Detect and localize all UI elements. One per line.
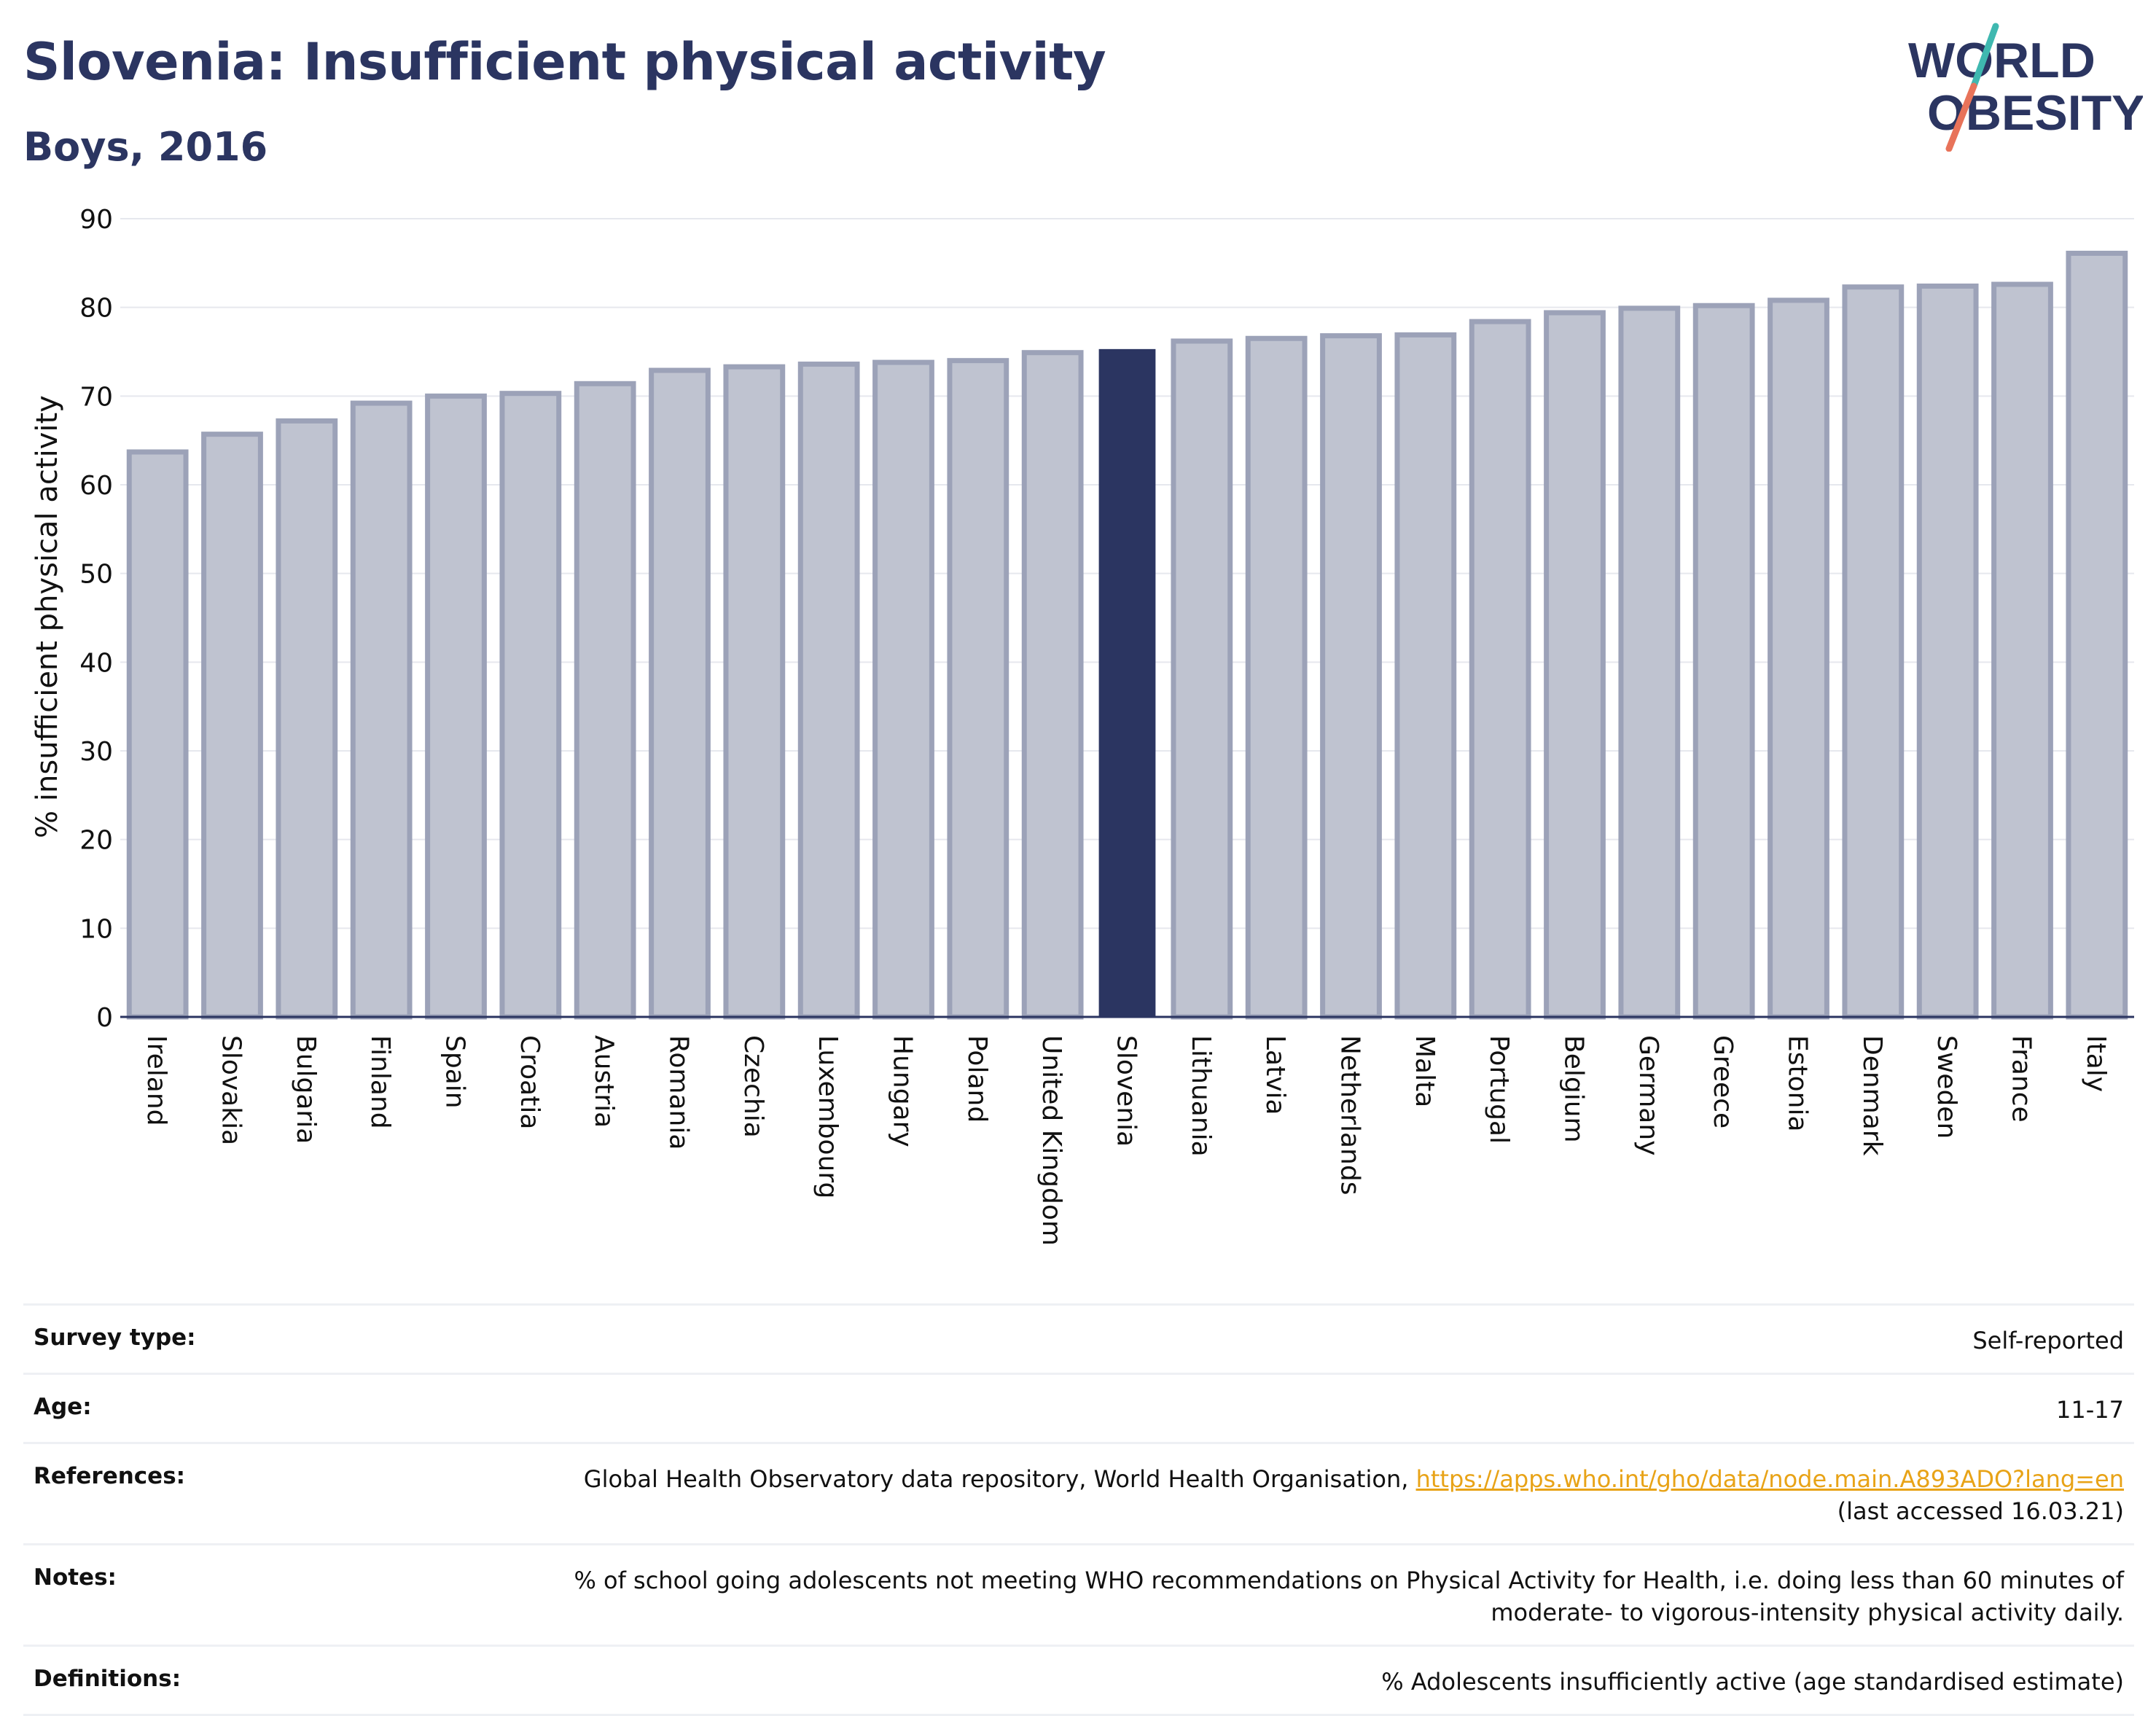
y-tick-label: 90 [79, 205, 113, 235]
bar [1916, 283, 1979, 1020]
x-tick-label: Czechia [738, 1035, 768, 1138]
bar [1768, 297, 1829, 1020]
bar [1842, 284, 1905, 1020]
bar [2066, 250, 2128, 1020]
x-tick-label: United Kingdom [1036, 1035, 1066, 1246]
y-axis-label: % insufficient physical activity [31, 395, 64, 838]
x-tick-label: Denmark [1857, 1035, 1887, 1156]
notes-label: Notes: [34, 1564, 117, 1591]
x-tick-label: Austria [589, 1035, 619, 1128]
bar [1991, 281, 2053, 1020]
x-tick-label: Lithuania [1186, 1035, 1216, 1157]
info-row-notes: Notes: % of school going adolescents not… [23, 1545, 2134, 1647]
references-accessed: (last accessed 16.03.21) [1837, 1497, 2124, 1525]
bar [1320, 333, 1382, 1020]
references-label: References: [34, 1463, 186, 1489]
bar [126, 449, 189, 1020]
x-tick-labels: Ireland Slovakia Bulgaria Finland Spain Croat… [141, 1035, 2111, 1246]
logo-coral-stroke [1945, 82, 1977, 152]
x-tick-label: Estonia [1783, 1035, 1813, 1132]
x-tick-label: Malta [1410, 1035, 1440, 1107]
bars [126, 250, 2128, 1020]
bar [1692, 303, 1755, 1020]
bar [872, 359, 934, 1020]
references-text: Global Health Observatory data repositor… [583, 1465, 1409, 1493]
x-tick-label: Greece [1708, 1035, 1738, 1128]
x-tick-label: Slovakia [216, 1035, 246, 1145]
x-tick-label: Ireland [141, 1035, 171, 1126]
bar-chart: 0 10 20 30 40 50 60 70 80 90 Ireland Slovakia Bulga… [31, 205, 2134, 1246]
bar [649, 367, 711, 1020]
survey-type-value: Self-reported [1972, 1327, 2124, 1354]
x-tick-label: Netherlands [1335, 1035, 1365, 1195]
page-subtitle: Boys, 2016 [23, 124, 268, 170]
definitions-value: % Adolescents insufficiently active (age… [1381, 1668, 2124, 1696]
notes-value: % of school going adolescents not meetin… [574, 1564, 2124, 1629]
info-table: Survey type: Self-reported Age: 11-17 Re… [23, 1303, 2134, 1716]
x-tick-label: Finland [365, 1035, 395, 1129]
bar [350, 400, 413, 1020]
info-row-definitions: Definitions: % Adolescents insufficientl… [23, 1647, 2134, 1716]
y-tick-label: 20 [79, 826, 113, 856]
y-tick-label: 0 [96, 1003, 113, 1033]
y-tick-label: 70 [79, 382, 113, 412]
x-tick-label: Sweden [1932, 1035, 1961, 1139]
world-obesity-logo: WORLD OBESITY [1908, 23, 2143, 152]
x-tick-label: Croatia [515, 1035, 544, 1129]
references-value: Global Health Observatory data repositor… [584, 1463, 2124, 1527]
bar-highlighted [1098, 348, 1156, 1018]
bar [1544, 310, 1606, 1020]
y-tick-label: 50 [79, 560, 113, 590]
bar [1245, 335, 1308, 1020]
age-value: 11-17 [2056, 1396, 2124, 1424]
x-tick-label: Luxembourg [813, 1035, 843, 1198]
logo-line1: WORLD [1908, 33, 2096, 88]
x-tick-label: Portugal [1484, 1035, 1514, 1144]
survey-type-label: Survey type: [34, 1325, 196, 1351]
references-link[interactable]: https://apps.who.int/gho/data/node.main.… [1415, 1465, 2124, 1493]
notes-line1: % of school going adolescents not meetin… [574, 1567, 2124, 1594]
x-tick-label: Italy [2081, 1035, 2111, 1092]
definitions-label: Definitions: [34, 1666, 181, 1692]
y-tick-label: 80 [79, 294, 113, 324]
logo-teal-stroke [1970, 23, 1999, 90]
x-tick-label: France [2007, 1035, 2036, 1123]
bar [1171, 338, 1233, 1020]
bar [947, 358, 1009, 1020]
info-row-age: Age: 11-17 [23, 1375, 2134, 1444]
x-tick-label: Bulgaria [291, 1035, 321, 1144]
info-row-survey-type: Survey type: Self-reported [23, 1306, 2134, 1375]
x-tick-label: Poland [962, 1035, 992, 1123]
x-tick-label: Belgium [1559, 1035, 1589, 1143]
y-tick-label: 10 [79, 914, 113, 944]
y-tick-label: 30 [79, 737, 113, 767]
bar [276, 418, 338, 1020]
bar [1618, 305, 1681, 1020]
x-tick-label: Romania [664, 1035, 694, 1150]
x-tick-label: Latvia [1260, 1035, 1290, 1115]
notes-line2: moderate- to vigorous-intensity physical… [1491, 1599, 2124, 1626]
x-tick-label: Hungary [888, 1035, 918, 1147]
page-title: Slovenia: Insufficient physical activity [23, 32, 1106, 92]
bar [574, 381, 636, 1020]
x-tick-label: Germany [1633, 1035, 1663, 1155]
y-tick-labels: 0 10 20 30 40 50 60 70 80 90 [79, 205, 113, 1033]
bar [499, 391, 562, 1020]
bar [1394, 332, 1457, 1020]
x-tick-label: Slovenia [1112, 1035, 1141, 1147]
bar [1021, 350, 1084, 1020]
age-label: Age: [34, 1394, 92, 1420]
info-row-references: References: Global Health Observatory da… [23, 1444, 2134, 1545]
y-tick-label: 40 [79, 648, 113, 678]
y-tick-label: 60 [79, 471, 113, 501]
bar [1469, 319, 1531, 1020]
bar [201, 432, 263, 1020]
x-tick-label: Spain [440, 1035, 470, 1109]
bar [425, 393, 487, 1020]
bar [797, 362, 860, 1020]
bar [723, 364, 786, 1020]
